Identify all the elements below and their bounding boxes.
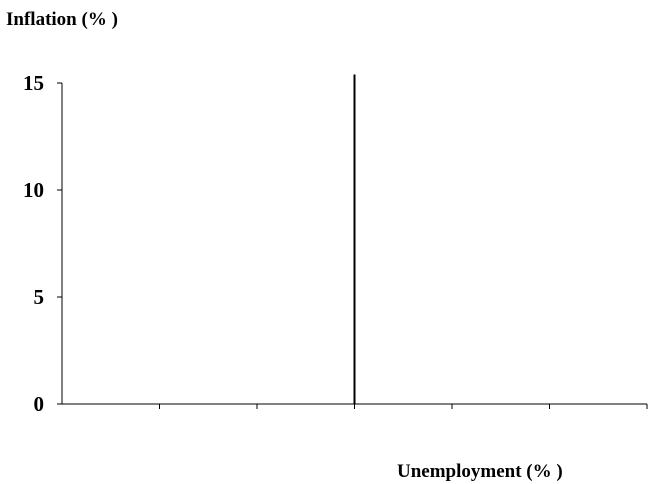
- y-tick-label: 15: [23, 71, 44, 95]
- plot-area: 0 5 10 15: [23, 71, 648, 416]
- y-tick-label: 5: [34, 285, 45, 309]
- y-axis-title: Inflation (% ): [6, 9, 118, 30]
- y-tick-label: 10: [23, 178, 44, 202]
- x-axis-title: Unemployment (% ): [397, 461, 563, 482]
- x-ticks: [159, 404, 648, 409]
- y-ticks: 0 5 10 15: [23, 71, 62, 416]
- y-tick-label: 0: [34, 392, 45, 416]
